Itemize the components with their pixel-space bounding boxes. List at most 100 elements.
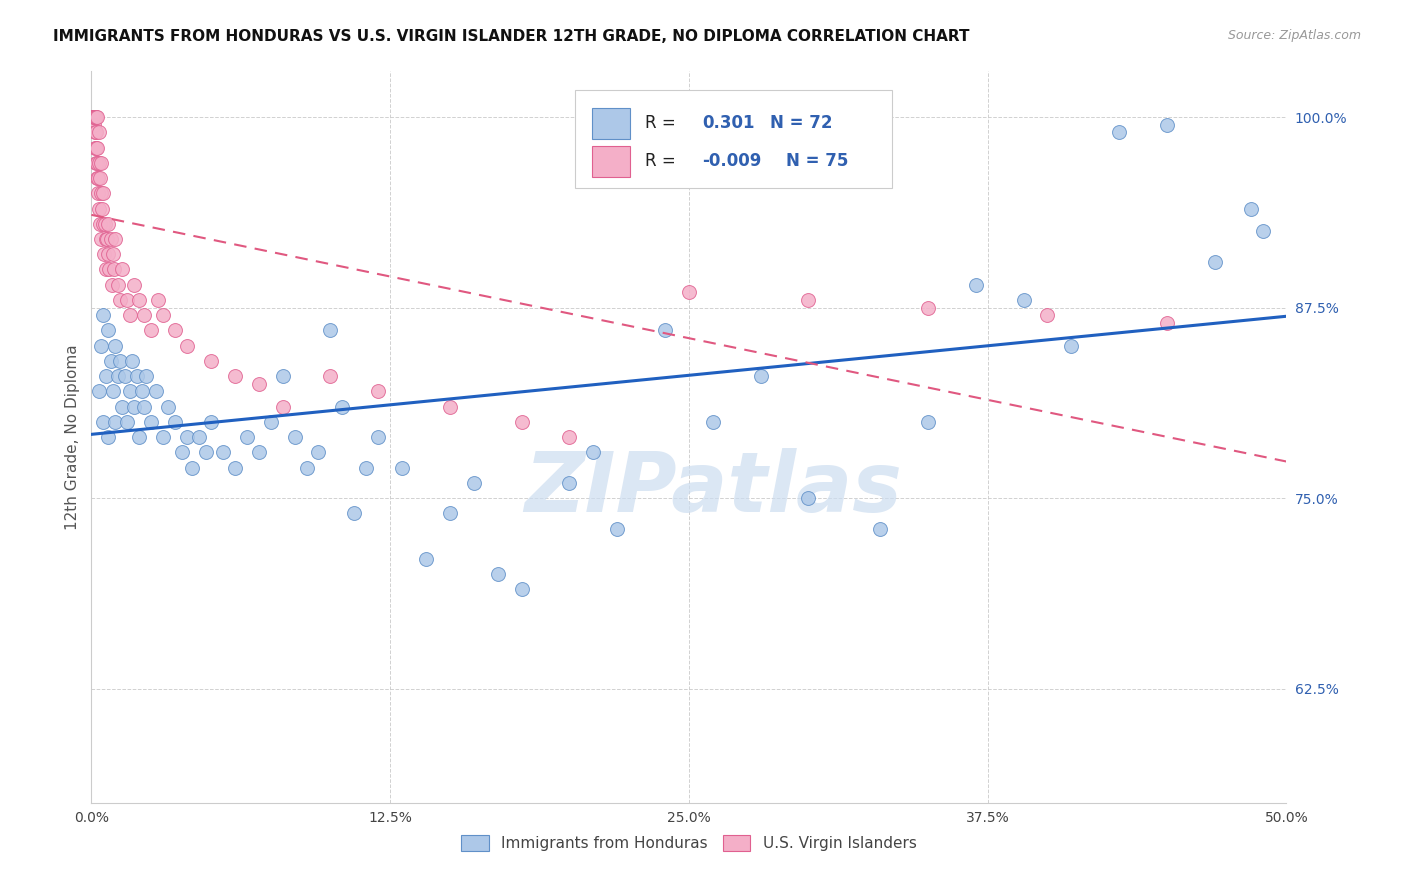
Point (118, 308, 141, 322)
Point (87, 186, 110, 201)
Point (94, 232, 117, 246)
Point (558, 430, 581, 444)
Text: R =: R = (645, 153, 681, 170)
Point (917, 415, 939, 429)
Point (97, 217, 120, 231)
Point (83, 110, 105, 124)
FancyBboxPatch shape (592, 108, 630, 138)
Point (83, 110, 105, 124)
Point (152, 430, 174, 444)
Point (107, 369, 129, 384)
FancyBboxPatch shape (592, 146, 630, 177)
Point (84, 140, 107, 154)
Point (172, 445, 194, 459)
Point (93, 217, 115, 231)
Point (247, 376, 270, 391)
Point (180, 460, 202, 475)
Point (101, 247, 124, 261)
Point (84, 140, 107, 154)
Point (176, 338, 198, 352)
Point (211, 445, 233, 459)
Point (247, 445, 270, 459)
Point (93, 415, 114, 429)
Point (463, 475, 485, 490)
Point (391, 460, 413, 475)
Point (82, 110, 104, 124)
Point (1240, 202, 1263, 216)
Legend: Immigrants from Honduras, U.S. Virgin Islanders: Immigrants from Honduras, U.S. Virgin Is… (456, 830, 922, 857)
Point (271, 400, 294, 414)
Point (83, 118, 105, 132)
Point (98, 262, 121, 277)
Point (259, 415, 281, 429)
Text: N = 75: N = 75 (786, 153, 848, 170)
Y-axis label: 12th Grade, No Diploma: 12th Grade, No Diploma (65, 344, 80, 530)
Point (103, 262, 125, 277)
Point (145, 384, 167, 399)
Point (104, 415, 127, 429)
Point (200, 415, 222, 429)
Point (343, 506, 366, 520)
Point (84, 110, 107, 124)
Point (176, 430, 198, 444)
Point (354, 460, 377, 475)
Point (187, 430, 211, 444)
FancyBboxPatch shape (575, 90, 893, 188)
Point (86, 110, 108, 124)
Point (121, 354, 143, 368)
Point (100, 232, 122, 246)
Point (1156, 118, 1178, 132)
Point (135, 369, 157, 384)
Point (606, 522, 628, 536)
Text: Source: ZipAtlas.com: Source: ZipAtlas.com (1227, 29, 1361, 42)
Text: 0.301: 0.301 (702, 114, 755, 132)
Point (96, 262, 118, 277)
Point (486, 567, 509, 582)
Point (332, 400, 354, 414)
Point (295, 460, 318, 475)
Point (108, 293, 131, 307)
Point (148, 293, 170, 307)
Point (141, 415, 162, 429)
Point (152, 308, 174, 322)
Point (108, 354, 131, 368)
Point (131, 384, 153, 399)
Point (141, 323, 162, 337)
Point (965, 277, 987, 292)
Point (510, 415, 533, 429)
Point (90, 156, 112, 170)
Point (235, 430, 259, 444)
Point (86, 171, 108, 186)
Point (114, 369, 136, 384)
Text: N = 72: N = 72 (770, 114, 832, 132)
Point (582, 445, 605, 459)
Point (83, 110, 105, 124)
Point (87, 125, 110, 139)
Text: ZIPatlas: ZIPatlas (524, 448, 901, 529)
Point (86, 156, 108, 170)
Point (319, 369, 342, 384)
Point (797, 491, 820, 505)
Point (439, 506, 461, 520)
Point (558, 475, 581, 490)
Point (94, 369, 117, 384)
Point (1251, 224, 1274, 238)
Point (83, 110, 105, 124)
Point (82, 110, 104, 124)
Point (1060, 338, 1083, 352)
Point (90, 186, 112, 201)
Point (97, 430, 120, 444)
Point (797, 293, 820, 307)
Point (89, 217, 111, 231)
Point (367, 384, 389, 399)
Point (128, 293, 150, 307)
Point (283, 430, 307, 444)
Point (271, 369, 294, 384)
Point (367, 430, 389, 444)
Point (84, 125, 107, 139)
Point (96, 232, 118, 246)
Point (869, 522, 891, 536)
Point (115, 415, 138, 429)
Point (1036, 308, 1059, 322)
Point (125, 369, 148, 384)
